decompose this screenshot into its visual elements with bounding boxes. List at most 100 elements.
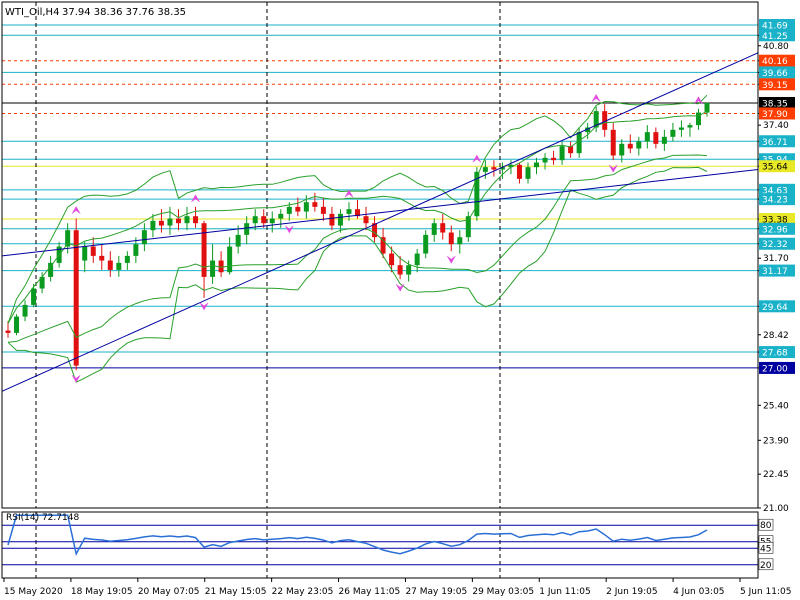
candle-body[interactable] xyxy=(5,330,11,333)
candle-body[interactable] xyxy=(457,237,463,245)
candle-body[interactable] xyxy=(695,112,701,126)
candle-body[interactable] xyxy=(193,216,199,224)
candle-body[interactable] xyxy=(482,167,488,172)
price-level-tag xyxy=(759,237,795,250)
candle-body[interactable] xyxy=(389,253,395,266)
candle-body[interactable] xyxy=(346,209,352,214)
candle-body[interactable] xyxy=(431,223,437,235)
candle-body[interactable] xyxy=(210,260,216,277)
candle-body[interactable] xyxy=(661,136,667,144)
y-tick-label: 21.00 xyxy=(763,504,789,514)
candle-body[interactable] xyxy=(65,230,71,247)
candle-body[interactable] xyxy=(295,206,301,212)
candle-body[interactable] xyxy=(320,206,326,214)
candle-body[interactable] xyxy=(14,316,20,333)
candle-body[interactable] xyxy=(133,244,139,256)
header-symbol: WTI_Oil,H4 xyxy=(5,7,59,18)
channel-lower-line[interactable] xyxy=(1,169,759,257)
candle-body[interactable] xyxy=(619,143,625,156)
candle-body[interactable] xyxy=(499,167,505,170)
candle-body[interactable] xyxy=(261,216,267,224)
x-tick-label: 21 May 15:05 xyxy=(205,587,267,597)
candle-body[interactable] xyxy=(465,216,471,238)
candle-body[interactable] xyxy=(22,304,28,317)
candle-body[interactable] xyxy=(116,262,122,270)
candle-body[interactable] xyxy=(312,202,318,207)
rsi-line[interactable] xyxy=(7,514,708,557)
candle-body[interactable] xyxy=(474,171,480,217)
candle-body[interactable] xyxy=(184,216,190,224)
candle-body[interactable] xyxy=(73,230,79,366)
candle-body[interactable] xyxy=(337,213,343,226)
candle-body[interactable] xyxy=(167,218,173,226)
candle-body[interactable] xyxy=(175,218,181,224)
candle-body[interactable] xyxy=(201,223,207,277)
fractal-down-arrow xyxy=(395,284,405,292)
price-level-tag xyxy=(759,96,795,109)
inner-lower-band-line xyxy=(7,154,708,343)
candle-body[interactable] xyxy=(414,253,420,266)
candle-body[interactable] xyxy=(141,230,147,245)
candle-body[interactable] xyxy=(244,223,250,235)
candle-body[interactable] xyxy=(269,218,275,224)
candle-body[interactable] xyxy=(363,216,369,224)
candle-body[interactable] xyxy=(585,127,591,133)
candle-body[interactable] xyxy=(534,162,540,168)
x-tick-label: 26 May 11:05 xyxy=(339,587,401,597)
candle-body[interactable] xyxy=(303,202,309,212)
candle-body[interactable] xyxy=(568,146,574,154)
candle-body[interactable] xyxy=(653,132,659,144)
candle-body[interactable] xyxy=(448,232,454,245)
candle-body[interactable] xyxy=(559,146,565,161)
candle-body[interactable] xyxy=(516,164,522,179)
candle-body[interactable] xyxy=(627,143,633,149)
candle-body[interactable] xyxy=(150,220,156,231)
candle-body[interactable] xyxy=(525,167,531,179)
price-level-tag xyxy=(759,66,795,79)
candle-body[interactable] xyxy=(636,141,642,149)
candle-body[interactable] xyxy=(227,246,233,273)
candle-body[interactable] xyxy=(491,167,497,170)
candle-body[interactable] xyxy=(644,132,650,142)
candle-body[interactable] xyxy=(107,260,113,270)
candle-body[interactable] xyxy=(235,234,241,247)
candle-body[interactable] xyxy=(278,213,284,219)
candle-body[interactable] xyxy=(687,125,693,128)
candle-body[interactable] xyxy=(329,213,335,226)
candle-body[interactable] xyxy=(39,276,45,289)
candle-body[interactable] xyxy=(576,132,582,154)
candle-body[interactable] xyxy=(551,157,557,161)
candle-body[interactable] xyxy=(397,265,403,275)
candle-body[interactable] xyxy=(252,216,258,224)
candle-body[interactable] xyxy=(372,223,378,238)
candle-body[interactable] xyxy=(82,246,88,261)
candle-body[interactable] xyxy=(124,255,130,263)
candle-body[interactable] xyxy=(218,260,224,273)
x-tick-label: 4 Jun 03:05 xyxy=(673,587,724,597)
candle-body[interactable] xyxy=(286,206,292,214)
candle-body[interactable] xyxy=(602,111,608,130)
main-pane[interactable] xyxy=(1,2,759,508)
candle-body[interactable] xyxy=(542,157,548,163)
candle-body[interactable] xyxy=(406,265,412,275)
candle-body[interactable] xyxy=(380,237,386,254)
candle-body[interactable] xyxy=(423,234,429,254)
candle-body[interactable] xyxy=(610,129,616,156)
rsi-pane[interactable] xyxy=(2,512,758,578)
candle-body[interactable] xyxy=(158,220,164,226)
candle-body[interactable] xyxy=(508,164,514,168)
candle-body[interactable] xyxy=(678,127,684,130)
channel-upper-line[interactable] xyxy=(1,52,759,392)
candle-body[interactable] xyxy=(99,255,105,261)
candle-body[interactable] xyxy=(440,223,446,233)
candle-body[interactable] xyxy=(593,111,599,128)
candle-body[interactable] xyxy=(704,102,710,113)
candle-body[interactable] xyxy=(355,209,360,217)
fractal-down-arrow xyxy=(285,225,294,234)
price-level-tag-label: 31.17 xyxy=(762,267,788,277)
candle-body[interactable] xyxy=(90,246,96,256)
candle-body[interactable] xyxy=(670,129,676,137)
candle-body[interactable] xyxy=(31,288,37,305)
candle-body[interactable] xyxy=(48,262,54,277)
